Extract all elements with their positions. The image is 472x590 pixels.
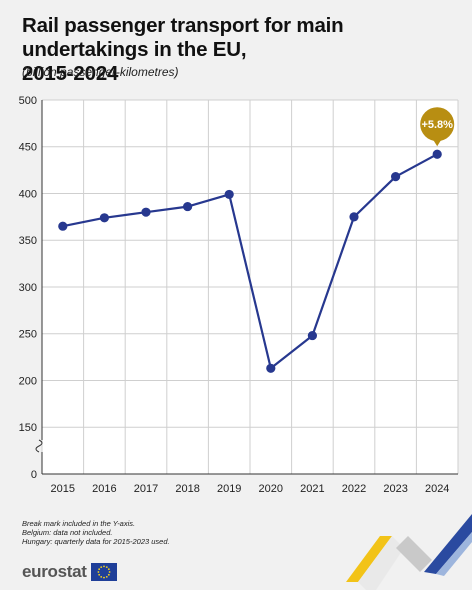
data-point: [141, 207, 151, 217]
footnotes: Break mark included in the Y-axis. Belgi…: [22, 519, 170, 546]
x-tick-label: 2023: [383, 483, 407, 495]
x-tick-label: 2020: [259, 483, 283, 495]
annotation-badge: [420, 107, 455, 142]
decorative-stripes: [346, 514, 472, 590]
data-point: [58, 221, 68, 231]
footnote-axis-break: Break mark included in the Y-axis.: [22, 519, 136, 528]
chart-title-line-2: 2015-2024: [22, 62, 119, 85]
data-point: [183, 201, 193, 212]
x-tick-label: 2016: [92, 483, 116, 495]
data-point: [99, 213, 109, 223]
footnote-belgium: Belgium: data not included.: [22, 528, 113, 537]
chart-subtitle: (billion passenger-kilometres): [22, 65, 179, 79]
x-tick-label: 2022: [342, 483, 366, 495]
y-tick-label: 500: [19, 95, 37, 107]
chart-title-line-1: Rail passenger transport for main undert…: [22, 14, 344, 61]
x-tick-label: 2018: [175, 483, 199, 495]
data-point: [391, 172, 401, 182]
x-tick-label: 2015: [51, 483, 75, 495]
data-point: [266, 363, 276, 373]
y-tick-label: 450: [19, 142, 37, 154]
footnote-hungary: Hungary: quarterly data for 2015-2023 us…: [22, 537, 170, 546]
data-point: [432, 149, 442, 159]
data-point: [307, 330, 317, 341]
x-tick-label: 2019: [217, 483, 241, 495]
annotation-label: +5.8%: [421, 119, 453, 131]
y-axis-break-mark: [35, 439, 43, 453]
chart-title: Rail passenger transport for main undert…: [22, 14, 462, 86]
eurostat-logo: eurostat: [22, 561, 117, 583]
y-tick-label: 0: [31, 469, 37, 481]
y-tick-label: 200: [19, 375, 37, 387]
x-tick-label: 2017: [134, 483, 158, 495]
y-tick-label: 300: [19, 282, 37, 294]
y-tick-label: 350: [19, 235, 37, 247]
x-tick-label: 2021: [300, 483, 324, 495]
y-tick-label: 250: [19, 329, 37, 341]
eu-flag-icon: [90, 563, 117, 581]
data-point: [349, 212, 359, 222]
eurostat-logo-text: eurostat: [22, 562, 87, 581]
x-tick-label: 2024: [425, 483, 449, 495]
y-tick-label: 400: [19, 188, 37, 200]
line-chart: 500 450 400 350 300 250 200 150 0 2015 2016 2017 201…: [19, 95, 459, 495]
series-line: [62, 153, 438, 370]
data-point: [224, 189, 234, 200]
y-tick-label: 150: [19, 422, 37, 434]
